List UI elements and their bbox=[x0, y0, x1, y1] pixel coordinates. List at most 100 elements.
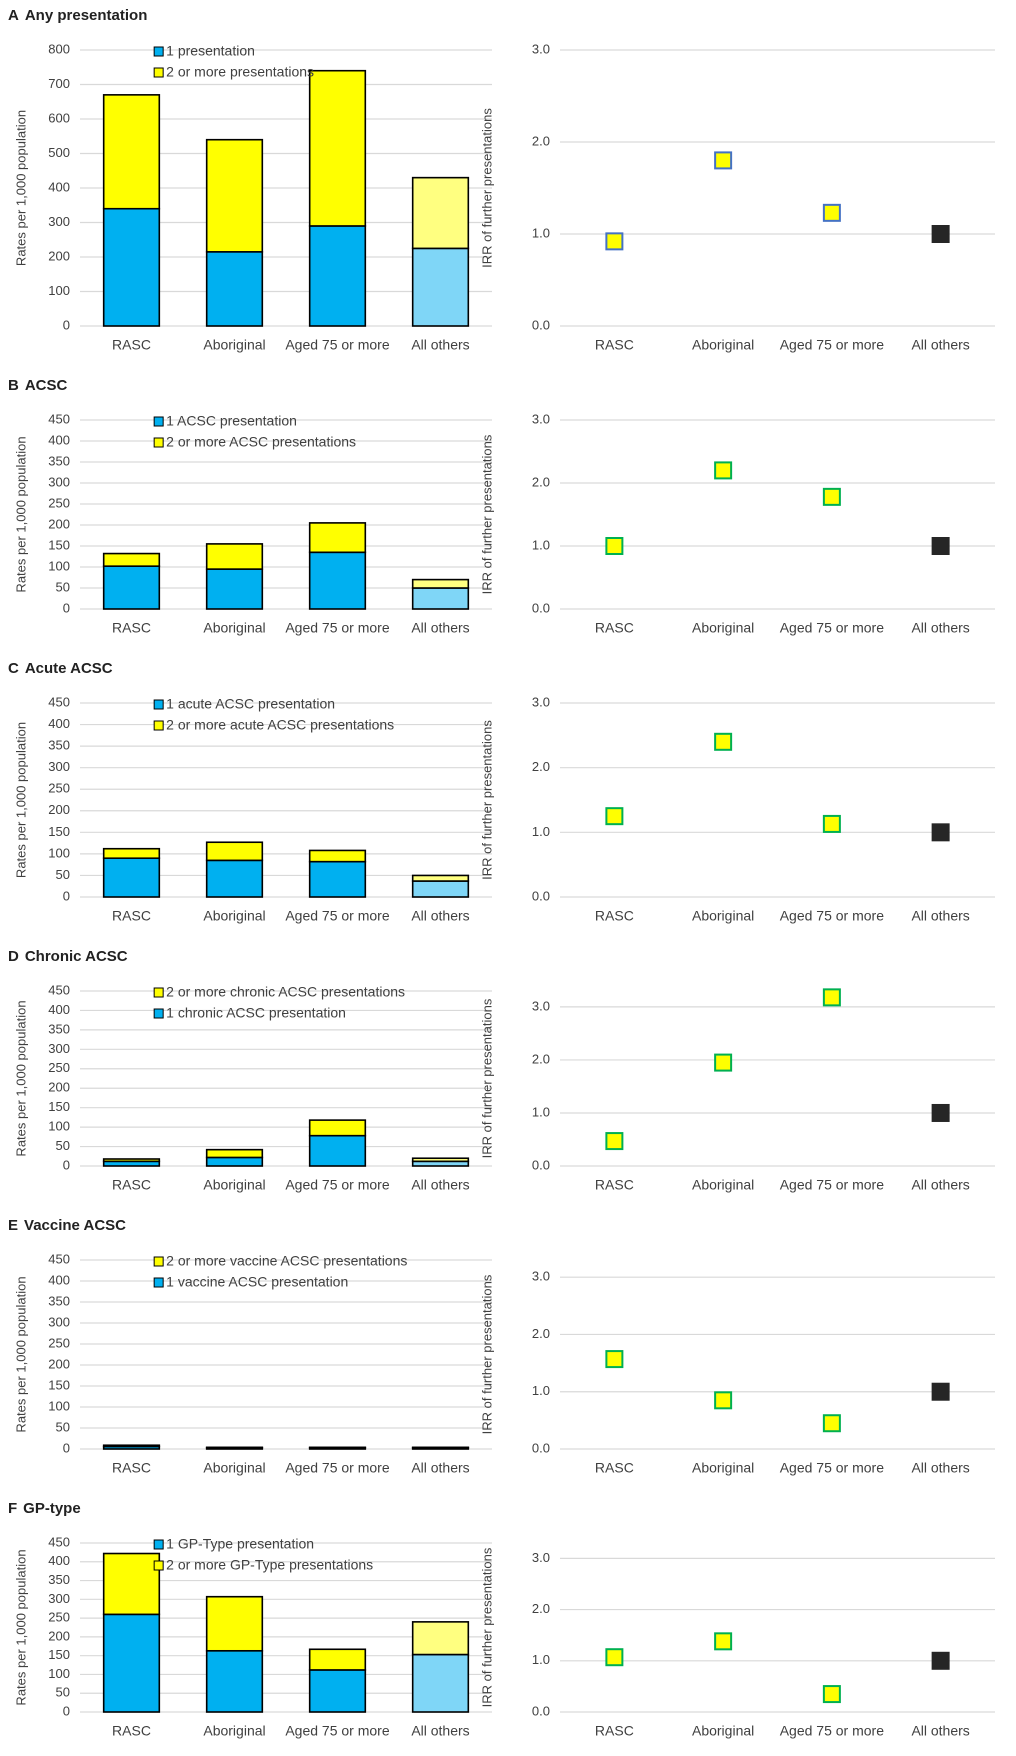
bar-segment bbox=[102, 1613, 161, 1713]
panel-title: A Any presentation bbox=[8, 7, 147, 24]
x-tick-label: Aboriginal bbox=[203, 1460, 265, 1476]
irr-marker bbox=[714, 732, 733, 751]
irr-marker bbox=[931, 1651, 950, 1670]
bar-segment bbox=[308, 1648, 367, 1671]
irr-marker bbox=[714, 461, 733, 480]
y-axis-label: Rates per 1,000 population bbox=[13, 1000, 28, 1156]
bar-segment bbox=[411, 874, 470, 882]
y-tick-label: 3.0 bbox=[532, 411, 550, 426]
irr-marker bbox=[822, 988, 841, 1007]
bar-segment bbox=[205, 1595, 264, 1652]
panel-name: Any presentation bbox=[25, 7, 148, 24]
x-tick-label: RASC bbox=[595, 1460, 634, 1476]
x-tick-label: All others bbox=[411, 337, 469, 353]
y-tick-label: 0.0 bbox=[532, 600, 550, 615]
legend-label: 2 or more chronic ACSC presentations bbox=[166, 984, 405, 1000]
irr-marker bbox=[822, 1414, 841, 1433]
x-tick-label: Aged 75 or more bbox=[285, 337, 389, 353]
y-tick-label: 2.0 bbox=[532, 474, 550, 489]
panel-letter: A bbox=[8, 7, 19, 24]
y-axis-label: IRR of further presentations bbox=[479, 434, 494, 594]
x-tick-label: Aged 75 or more bbox=[780, 1460, 884, 1476]
bar-segment bbox=[102, 565, 161, 610]
y-tick-label: 350 bbox=[48, 1021, 70, 1036]
legend-label: 1 acute ACSC presentation bbox=[166, 696, 335, 712]
panel-title: C Acute ACSC bbox=[8, 660, 113, 677]
y-tick-label: 0 bbox=[63, 1703, 70, 1718]
y-tick-label: 1.0 bbox=[532, 824, 550, 839]
bar-segment bbox=[102, 552, 161, 567]
irr-marker bbox=[605, 1648, 624, 1667]
y-tick-label: 0 bbox=[63, 600, 70, 615]
bar-segment bbox=[205, 859, 264, 898]
x-tick-label: All others bbox=[411, 1177, 469, 1193]
x-tick-label: Aboriginal bbox=[692, 337, 754, 353]
y-tick-label: 100 bbox=[48, 845, 70, 860]
panel-title: E Vaccine ACSC bbox=[8, 1217, 126, 1234]
bar-segment bbox=[102, 857, 161, 898]
y-tick-label: 200 bbox=[48, 802, 70, 817]
y-tick-label: 50 bbox=[56, 1138, 70, 1153]
y-tick-label: 150 bbox=[48, 1647, 70, 1662]
y-tick-label: 350 bbox=[48, 1572, 70, 1587]
bar-segment bbox=[308, 849, 367, 863]
panel-letter: E bbox=[8, 1217, 18, 1234]
y-tick-label: 50 bbox=[56, 1685, 70, 1700]
bar-segment bbox=[102, 1158, 161, 1163]
bar-segment bbox=[205, 1649, 264, 1713]
y-tick-label: 0 bbox=[63, 1157, 70, 1172]
x-tick-label: All others bbox=[411, 908, 469, 924]
y-tick-label: 2.0 bbox=[532, 1326, 550, 1341]
y-tick-label: 250 bbox=[48, 1610, 70, 1625]
x-tick-label: Aged 75 or more bbox=[780, 620, 884, 636]
y-tick-label: 300 bbox=[48, 214, 70, 229]
y-tick-label: 3.0 bbox=[532, 41, 550, 56]
legend-label: 1 GP-Type presentation bbox=[166, 1536, 314, 1552]
y-axis-label: IRR of further presentations bbox=[479, 720, 494, 880]
panel-letter: B bbox=[8, 377, 19, 394]
x-tick-label: Aged 75 or more bbox=[780, 1723, 884, 1739]
x-tick-label: All others bbox=[411, 620, 469, 636]
bar-segment bbox=[308, 69, 367, 227]
y-tick-label: 150 bbox=[48, 824, 70, 839]
x-tick-label: All others bbox=[411, 1460, 469, 1476]
panel-title: B ACSC bbox=[8, 377, 68, 394]
irr-marker bbox=[605, 1132, 624, 1151]
y-tick-label: 600 bbox=[48, 110, 70, 125]
y-tick-label: 400 bbox=[48, 432, 70, 447]
legend-swatch bbox=[153, 1008, 164, 1019]
y-tick-label: 400 bbox=[48, 179, 70, 194]
x-tick-label: Aged 75 or more bbox=[285, 1177, 389, 1193]
legend-swatch bbox=[153, 1539, 164, 1550]
y-tick-label: 800 bbox=[48, 41, 70, 56]
y-tick-label: 100 bbox=[48, 1119, 70, 1134]
y-axis-label: IRR of further presentations bbox=[479, 108, 494, 268]
y-tick-label: 300 bbox=[48, 474, 70, 489]
y-tick-label: 100 bbox=[48, 558, 70, 573]
y-tick-label: 300 bbox=[48, 1591, 70, 1606]
x-tick-label: Aboriginal bbox=[203, 337, 265, 353]
y-tick-label: 700 bbox=[48, 76, 70, 91]
y-tick-label: 0 bbox=[63, 1440, 70, 1455]
panel-name: ACSC bbox=[25, 377, 68, 394]
panel-name: Vaccine ACSC bbox=[24, 1217, 126, 1234]
y-tick-label: 200 bbox=[48, 516, 70, 531]
y-tick-label: 500 bbox=[48, 145, 70, 160]
x-tick-label: Aboriginal bbox=[692, 908, 754, 924]
x-tick-label: Aboriginal bbox=[692, 1177, 754, 1193]
y-tick-label: 0 bbox=[63, 317, 70, 332]
legend-label: 1 ACSC presentation bbox=[166, 413, 297, 429]
legend-swatch bbox=[153, 1277, 164, 1288]
irr-marker bbox=[931, 225, 950, 243]
legend-label: 1 chronic ACSC presentation bbox=[166, 1005, 346, 1021]
x-tick-label: All others bbox=[911, 1177, 969, 1193]
irr-marker bbox=[931, 823, 950, 842]
y-tick-label: 300 bbox=[48, 1314, 70, 1329]
bar-segment bbox=[102, 847, 161, 860]
bar-segment bbox=[308, 860, 367, 898]
bar-segment bbox=[411, 1621, 470, 1656]
x-tick-label: Aboriginal bbox=[692, 1723, 754, 1739]
x-tick-label: Aboriginal bbox=[203, 620, 265, 636]
y-tick-label: 0.0 bbox=[532, 1157, 550, 1172]
